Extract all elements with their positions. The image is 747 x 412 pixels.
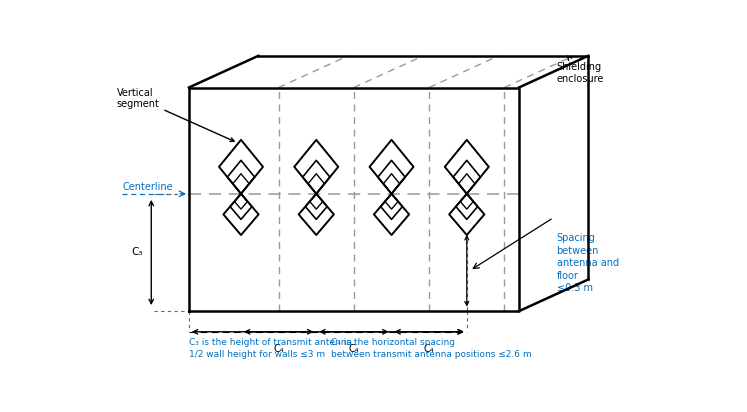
Text: C₄: C₄	[424, 344, 435, 354]
Text: C₄: C₄	[273, 344, 284, 354]
Text: Spacing
between
antenna and
floor
≤0.3 m: Spacing between antenna and floor ≤0.3 m	[557, 234, 619, 293]
Text: Centerline: Centerline	[123, 182, 173, 192]
Text: C₃ is the height of transmit antenna
1/2 wall height for walls ≤3 m: C₃ is the height of transmit antenna 1/2…	[189, 338, 352, 359]
Text: C₄ is the horizontal spacing
between transmit antenna positions ≤2.6 m: C₄ is the horizontal spacing between tra…	[331, 338, 531, 359]
Text: Vertical
segment: Vertical segment	[117, 87, 234, 141]
Text: C₃: C₃	[131, 248, 143, 258]
Text: C₄: C₄	[349, 344, 359, 354]
Text: Shielding
enclosure: Shielding enclosure	[557, 56, 604, 84]
